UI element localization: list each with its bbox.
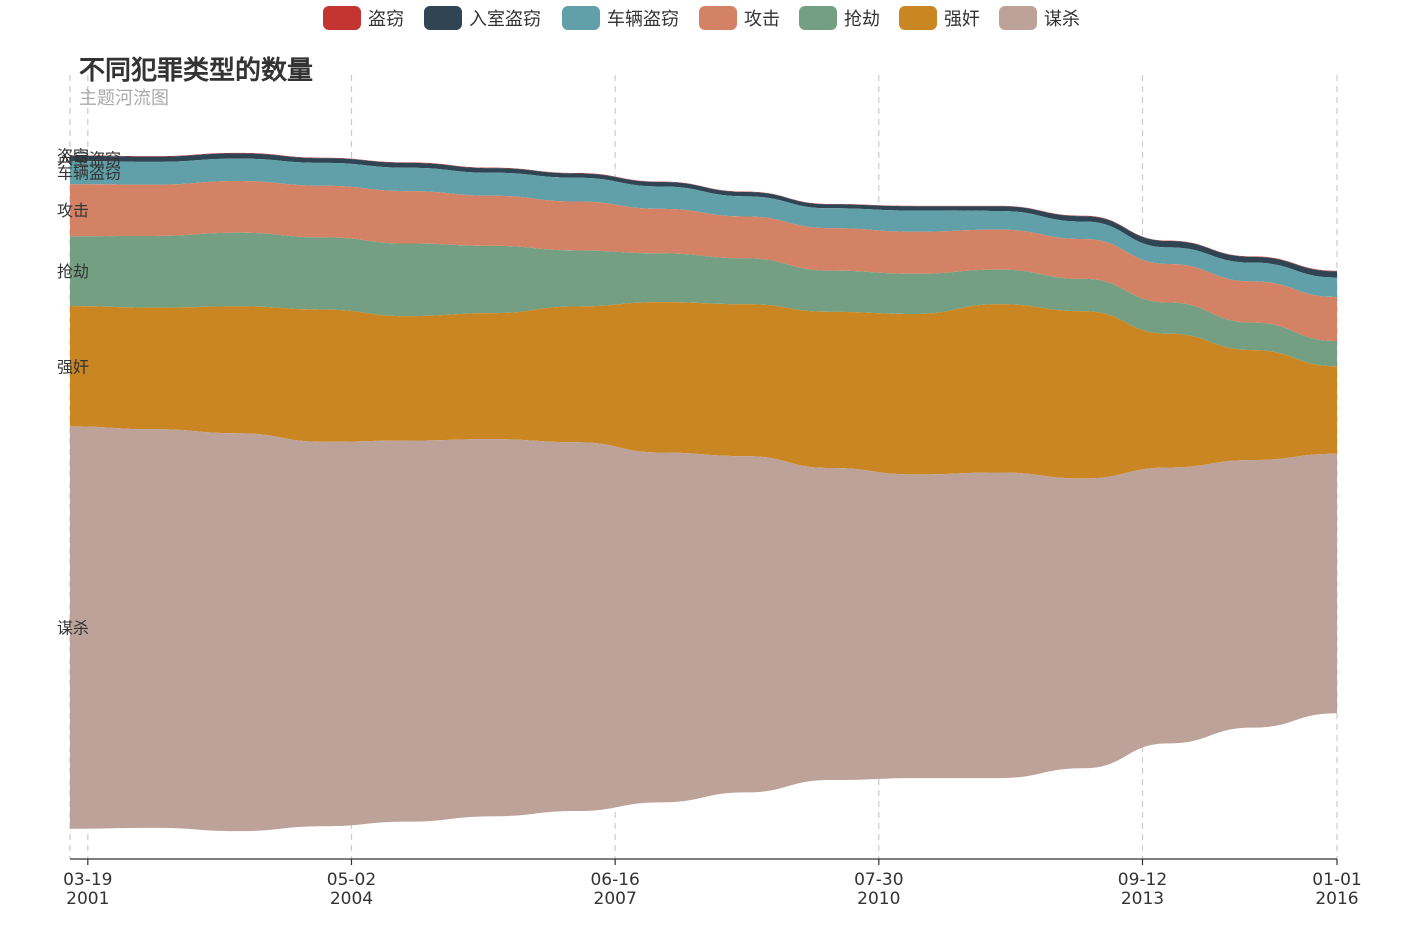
layer-label-3: 攻击 [57,201,89,220]
legend-label-burglary: 入室盗窃 [469,9,541,30]
legend-label-murder: 谋杀 [1044,9,1080,30]
legend-swatch-burglary [424,6,462,30]
legend-label-vehicle-theft: 车辆盗窃 [607,9,679,30]
legend-label-rape: 强奸 [944,9,980,30]
x-tick-label-3: 07-30 2010 [854,870,903,909]
stream-layers [70,152,1337,832]
layer-label-4: 抢劫 [57,262,89,281]
layer-label-0: 盗窃 [57,147,89,166]
legend-item-vehicle-theft[interactable]: 车辆盗窃 [562,5,679,31]
legend-item-robbery[interactable]: 抢劫 [799,5,880,31]
stream-layer-2[interactable] [70,158,1337,298]
x-tick-label-0: 03-19 2001 [63,870,112,909]
x-tick-label-2: 06-16 2007 [590,870,639,909]
legend-item-theft[interactable]: 盗窃 [323,5,404,31]
legend-swatch-rape [899,6,937,30]
legend-swatch-assault [699,6,737,30]
legend-item-assault[interactable]: 攻击 [699,5,780,31]
stream-layer-3[interactable] [70,181,1337,342]
x-axis: 03-19 2001 05-02 2004 06-16 2007 07-30 2010 09-1… [63,858,1362,909]
layer-label-5: 强奸 [57,357,89,376]
stream-layer-4[interactable] [70,232,1337,367]
stream-layer-6[interactable] [70,426,1337,832]
legend-swatch-vehicle-theft [562,6,600,30]
legend-item-rape[interactable]: 强奸 [899,5,980,31]
legend-item-murder[interactable]: 谋杀 [999,5,1080,31]
x-tick-label-1: 05-02 2004 [327,870,376,909]
legend-swatch-murder [999,6,1037,30]
chart-subtitle: 主题河流图 [79,88,169,109]
legend: 盗窃 入室盗窃 车辆盗窃 攻击 抢劫 强奸 谋杀 [0,5,1406,31]
legend-item-burglary[interactable]: 入室盗窃 [424,5,541,31]
stream-layer-5[interactable] [70,302,1337,479]
x-tick-label-4: 09-12 2013 [1118,870,1167,909]
layer-label-1: 入室盗窃 [57,150,121,169]
legend-swatch-robbery [799,6,837,30]
layer-label-2: 车辆盗窃 [57,164,121,183]
layer-label-6: 谋杀 [57,619,89,638]
legend-label-theft: 盗窃 [368,9,404,30]
chart-title: 不同犯罪类型的数量 [79,56,314,86]
legend-label-robbery: 抢劫 [844,9,880,30]
x-tick-label-5: 01-01 2016 [1312,870,1361,909]
legend-swatch-theft [323,6,361,30]
legend-label-assault: 攻击 [744,9,780,30]
